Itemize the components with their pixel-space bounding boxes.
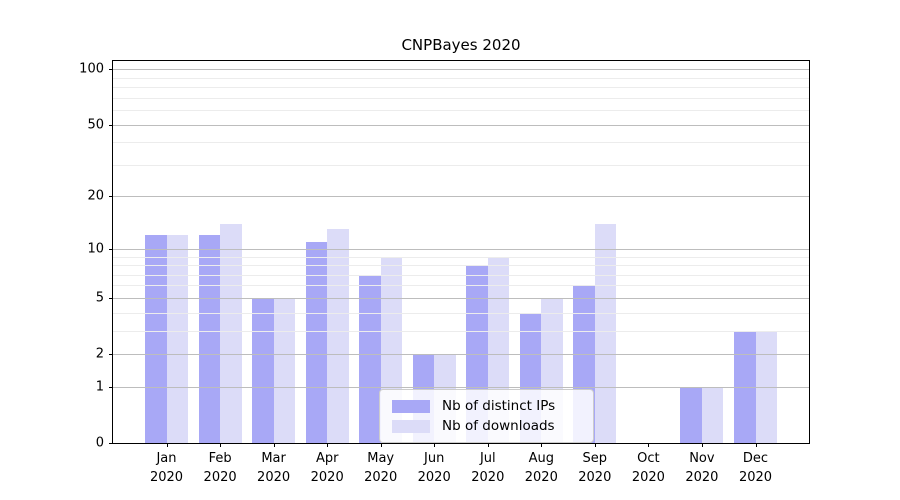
y-tick-label: 2 <box>95 346 104 362</box>
y-tick-mark <box>109 443 113 444</box>
x-tick-label: Nov 2020 <box>685 451 719 485</box>
y-tick-label: 50 <box>87 117 104 132</box>
x-tick-mark <box>648 443 650 447</box>
bar-distinct-ips-feb <box>198 235 221 443</box>
x-tick-label: Aug 2020 <box>524 451 558 485</box>
y-tick-mark <box>109 386 113 388</box>
x-tick-label: Dec 2020 <box>738 451 773 485</box>
x-tick-mark <box>327 443 329 447</box>
bar-downloads-feb <box>220 223 242 443</box>
x-tick-mark <box>594 443 596 447</box>
y-tick-label: 5 <box>95 290 104 306</box>
y-tick-mark <box>109 124 113 126</box>
x-tick-label: Oct 2020 <box>631 451 665 485</box>
legend-item-downloads: Nb of downloads <box>392 416 583 436</box>
y-tick-label: 0 <box>95 435 104 451</box>
bar-downloads-nov <box>701 386 724 443</box>
y-tick-label: 1 <box>95 379 104 395</box>
y-tick-label: 10 <box>87 241 104 257</box>
bar-downloads-dec <box>755 330 777 443</box>
gridline-major <box>113 124 809 126</box>
x-tick-label: Feb 2020 <box>203 451 237 485</box>
plot-area: Nb of distinct IPs Nb of downloads 0 1 2 5 1… <box>79 60 810 485</box>
legend-swatch-distinct-ips <box>392 399 430 413</box>
legend-item-distinct-ips: Nb of distinct IPs <box>392 396 583 416</box>
bar-distinct-ips-apr <box>305 241 328 443</box>
y-tick-mark <box>109 69 113 71</box>
gridline-minor <box>113 142 809 144</box>
chart-title: CNPBayes 2020 <box>401 36 521 54</box>
x-tick-mark <box>380 443 382 447</box>
gridline-minor <box>113 110 809 111</box>
bar-distinct-ips-nov <box>680 386 702 443</box>
legend-label-downloads: Nb of downloads <box>442 418 555 434</box>
gridline-minor <box>113 77 809 79</box>
x-tick-label: Sep 2020 <box>578 451 612 485</box>
gridline-major <box>113 196 809 198</box>
y-tick-label: 100 <box>79 61 104 77</box>
bar-downloads-sep <box>594 223 617 443</box>
legend-swatch-downloads <box>392 419 430 433</box>
bar-distinct-ips-jan <box>145 235 167 443</box>
x-tick-mark <box>541 443 543 447</box>
x-tick-mark <box>166 443 168 447</box>
x-tick-label: Jul 2020 <box>471 451 505 485</box>
gridline-minor <box>113 97 809 99</box>
x-tick-mark <box>487 443 489 447</box>
x-tick-label: Jun 2020 <box>417 451 451 485</box>
legend-label-distinct-ips: Nb of distinct IPs <box>442 398 556 414</box>
x-tick-mark <box>220 443 222 447</box>
bar-distinct-ips-may <box>359 274 381 443</box>
gridline-minor <box>113 164 809 166</box>
y-tick-label: 20 <box>87 188 104 204</box>
bar-downloads-mar <box>273 297 296 443</box>
x-tick-mark <box>434 443 436 447</box>
x-tick-mark <box>701 443 703 447</box>
bar-distinct-ips-mar <box>252 297 274 443</box>
y-tick-mark <box>109 297 113 299</box>
x-tick-label: May 2020 <box>364 451 398 485</box>
gridline-minor <box>113 87 809 88</box>
x-tick-mark <box>755 443 757 447</box>
y-tick-mark <box>109 248 113 250</box>
x-tick-label: Apr 2020 <box>310 451 344 485</box>
x-tick-label: Jan 2020 <box>149 451 184 485</box>
legend: Nb of distinct IPs Nb of downloads <box>379 389 594 443</box>
x-tick-mark <box>273 443 275 447</box>
x-tick-label: Mar 2020 <box>257 451 291 485</box>
y-tick-mark <box>109 354 113 355</box>
bar-distinct-ips-dec <box>734 330 756 443</box>
gridline-major <box>113 69 809 71</box>
bar-downloads-apr <box>327 229 349 443</box>
bar-downloads-jan <box>166 235 188 443</box>
y-tick-mark <box>109 196 113 198</box>
